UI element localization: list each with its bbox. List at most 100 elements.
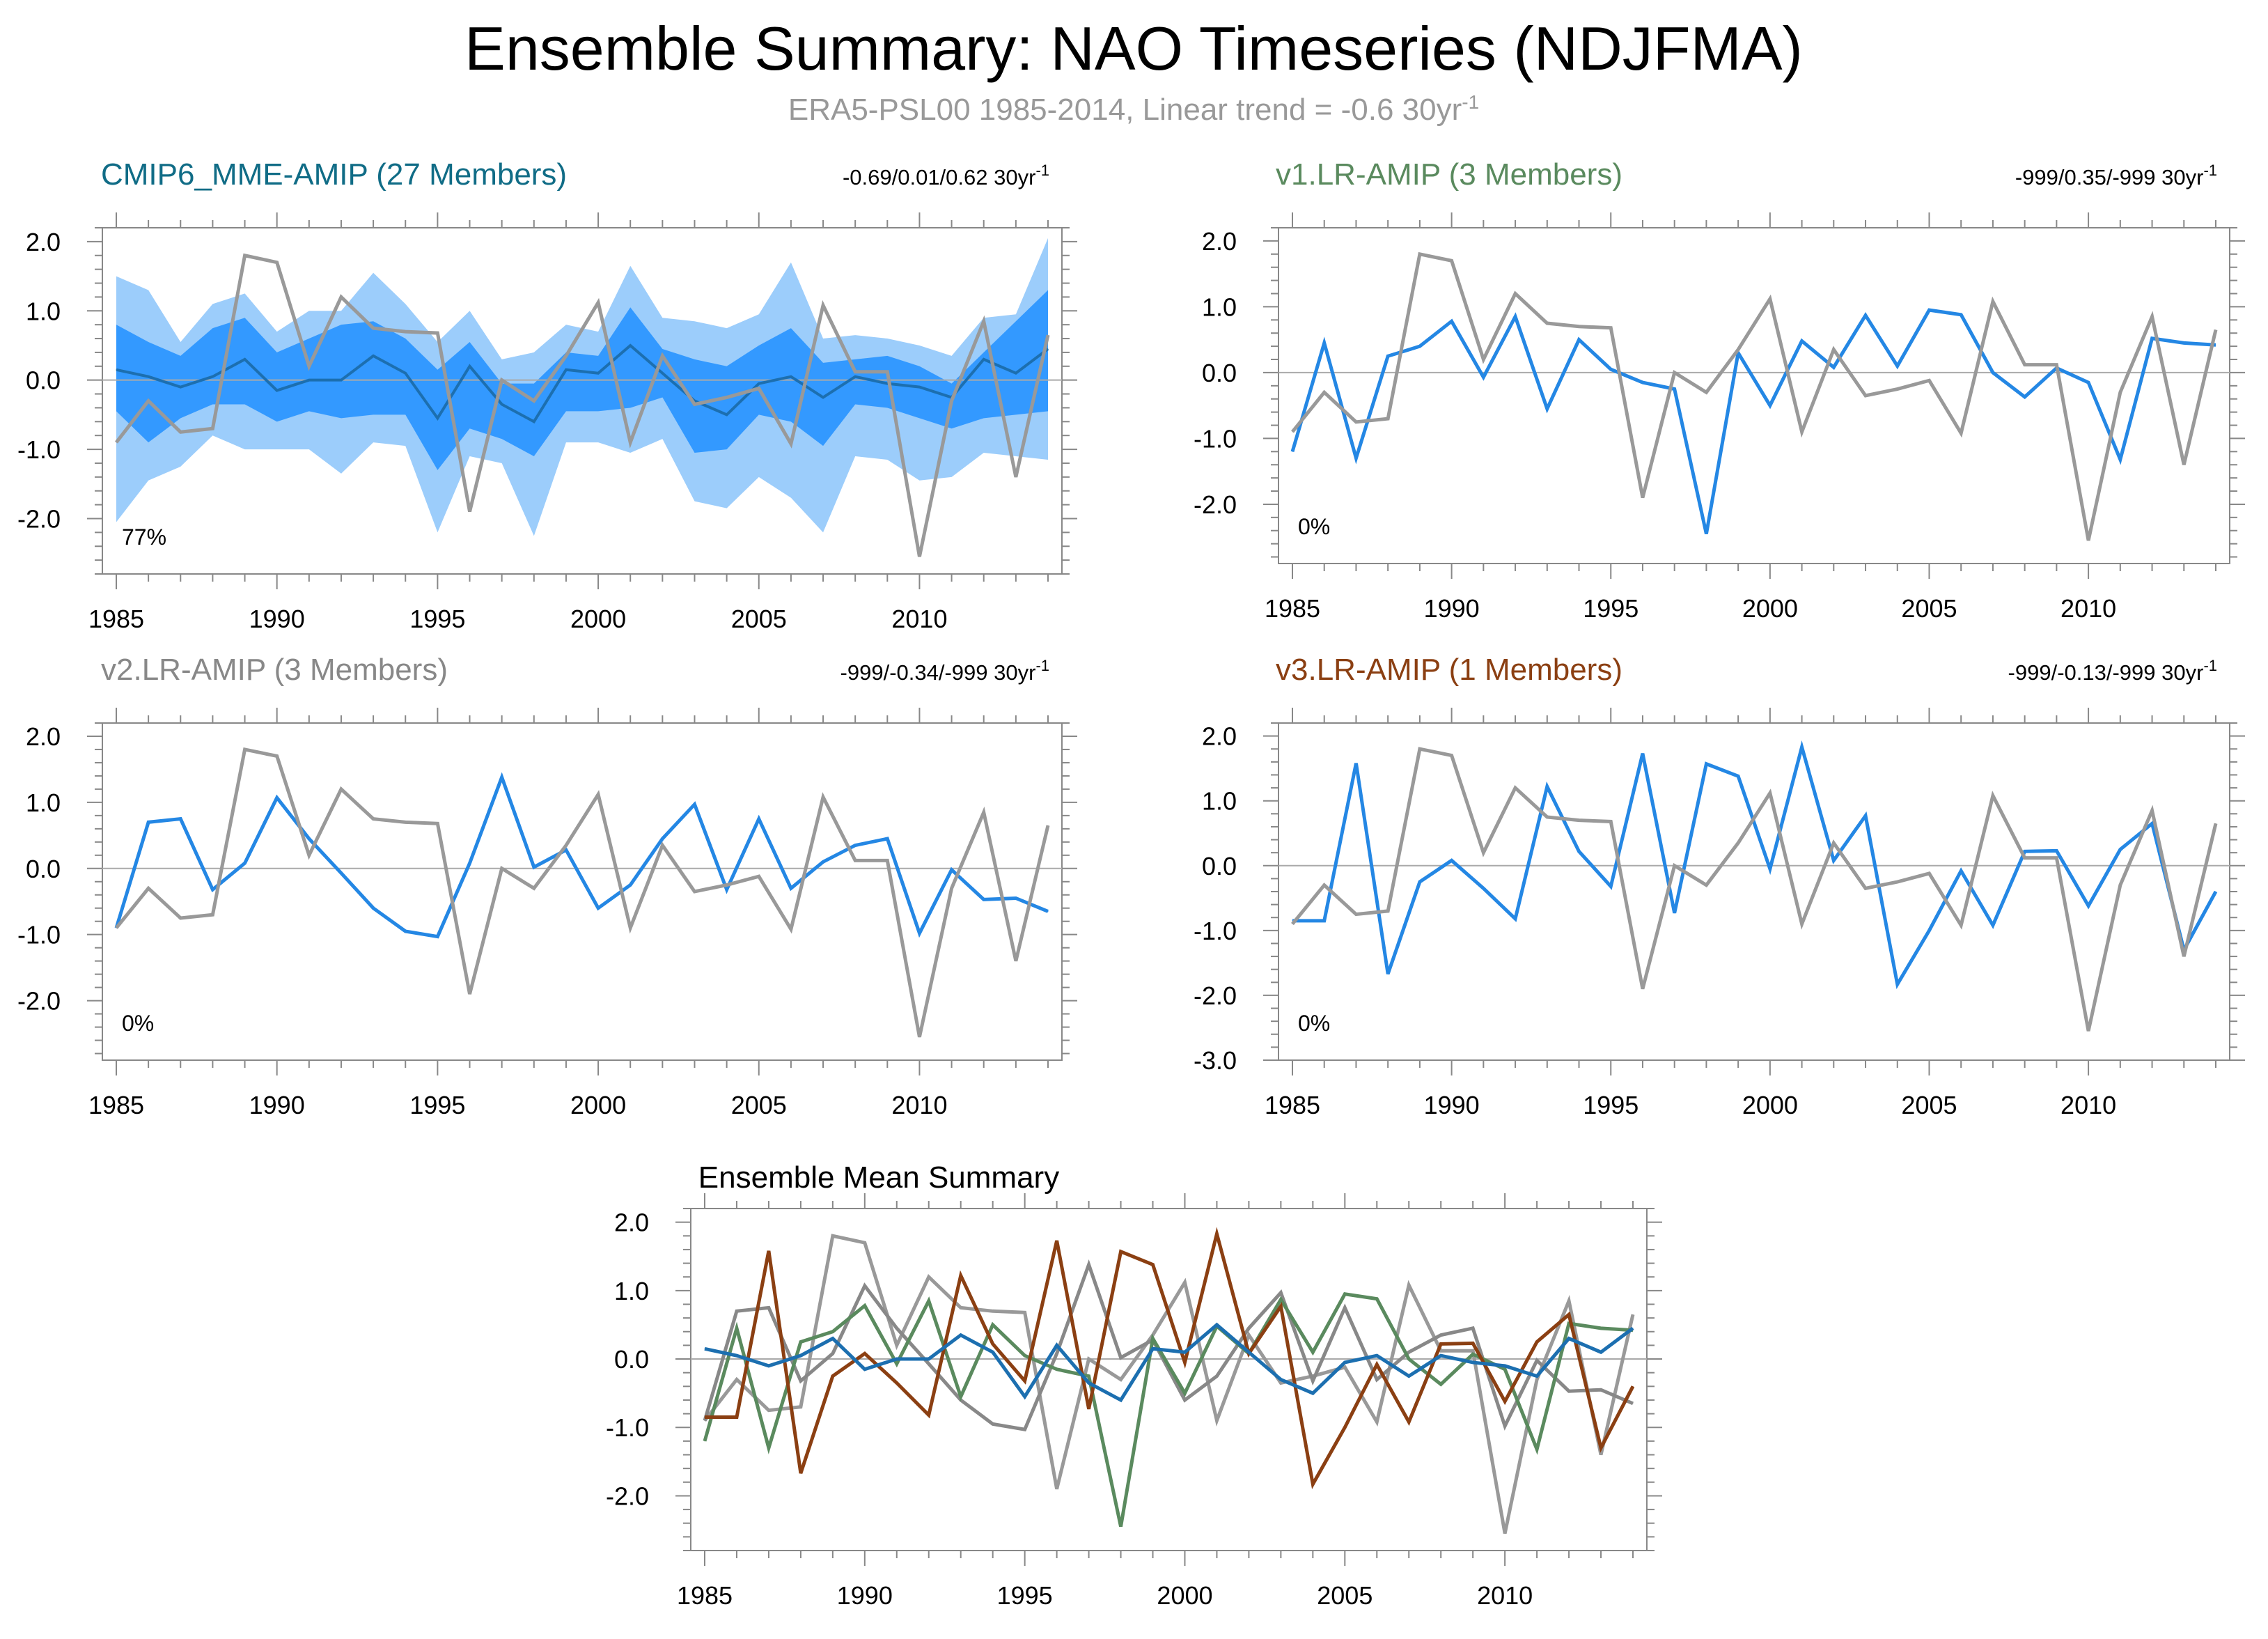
series-v2 xyxy=(703,1259,1634,1431)
trend-stats-exponent: -1 xyxy=(2203,657,2217,674)
data-point xyxy=(896,1358,898,1360)
x-tick-label: 1985 xyxy=(1265,594,1320,623)
data-point xyxy=(405,821,406,823)
data-point xyxy=(662,845,663,846)
data-point xyxy=(437,417,438,419)
data-point xyxy=(864,1285,866,1287)
y-tick-label: -3.0 xyxy=(1194,1046,1237,1075)
trend-stats-text: -0.69/0.01/0.62 30yr xyxy=(843,165,1035,189)
panel-percent: 0% xyxy=(1298,1011,1330,1036)
data-point xyxy=(629,442,631,443)
data-point xyxy=(726,414,728,415)
data-point xyxy=(768,1447,769,1449)
series-obs xyxy=(1291,747,2218,1032)
x-tick-label: 2000 xyxy=(1742,594,1798,623)
x-tick-label: 1990 xyxy=(1424,1091,1480,1119)
data-point xyxy=(1184,1351,1185,1353)
data-point xyxy=(896,1344,898,1346)
data-point xyxy=(501,868,503,869)
data-point xyxy=(469,862,471,864)
panel-percent: 0% xyxy=(122,1011,154,1036)
y-tick-label: 0.0 xyxy=(614,1345,649,1374)
data-point xyxy=(1600,1454,1602,1456)
plot-frame xyxy=(1278,722,2230,1061)
data-point xyxy=(768,1365,769,1367)
data-point xyxy=(928,1358,930,1360)
data-point xyxy=(1088,1264,1090,1266)
y-tick-label: -1.0 xyxy=(1194,917,1237,945)
data-point xyxy=(1184,1399,1185,1401)
data-point xyxy=(832,1331,834,1333)
plot-frame xyxy=(690,1208,1648,1551)
data-point xyxy=(854,845,856,846)
data-point xyxy=(992,1324,994,1326)
trend-stats-exponent: -1 xyxy=(2203,162,2217,179)
data-point xyxy=(1483,377,1484,378)
data-point xyxy=(960,1307,962,1308)
data-point xyxy=(116,369,117,371)
x-tick-label: 2005 xyxy=(1901,1091,1957,1119)
series-line-v3 xyxy=(705,1227,1635,1490)
data-point xyxy=(1024,1429,1026,1430)
data-point xyxy=(1024,1312,1026,1313)
panel-trend-stats: -999/0.35/-999 30yr-1 xyxy=(2015,162,2217,189)
y-tick-label: 2.0 xyxy=(1202,722,1237,751)
data-point xyxy=(1056,1353,1058,1354)
y-tick-label: 0.0 xyxy=(26,855,61,883)
x-tick-label: 1985 xyxy=(677,1581,733,1610)
data-point xyxy=(694,804,695,805)
data-point xyxy=(469,511,471,513)
x-tick-label: 1995 xyxy=(1583,594,1639,623)
series-line-obs xyxy=(1291,251,2218,541)
data-point xyxy=(2088,1030,2089,1032)
data-point xyxy=(2024,857,2026,859)
series-v1 xyxy=(703,1292,1634,1528)
series-line-member xyxy=(1292,740,2218,990)
data-point xyxy=(373,818,374,820)
data-point xyxy=(992,1310,994,1312)
panel-title: CMIP6_MME-AMIP (27 Members) xyxy=(101,157,567,192)
figure-title: Ensemble Summary: NAO Timeseries (NDJFMA… xyxy=(464,14,1803,83)
data-point xyxy=(928,1300,930,1302)
data-point xyxy=(886,371,888,373)
x-tick-label: 1990 xyxy=(249,1091,305,1119)
data-point xyxy=(276,262,278,263)
series-obs xyxy=(1291,251,2218,541)
trend-stats-exponent: -1 xyxy=(1035,162,1049,179)
series-line-mme_mean xyxy=(116,343,1049,424)
data-point xyxy=(1504,1532,1506,1534)
data-point xyxy=(1419,881,1421,883)
series-obs xyxy=(115,253,1050,557)
y-tick-label: -2.0 xyxy=(17,987,61,1016)
series-mme_mean xyxy=(116,343,1049,424)
data-point xyxy=(800,1406,801,1408)
data-point xyxy=(2024,850,2026,852)
data-point xyxy=(983,899,985,900)
data-point xyxy=(1928,309,1930,311)
data-point xyxy=(1992,372,1994,373)
y-tick-label: 1.0 xyxy=(26,297,61,325)
series-member xyxy=(114,772,1049,939)
series-member xyxy=(1290,308,2216,535)
series-line-mme_mean xyxy=(704,1322,1634,1403)
data-point xyxy=(116,927,117,929)
data-point xyxy=(565,845,567,846)
data-point xyxy=(864,1305,866,1306)
panel-title: v2.LR-AMIP (3 Members) xyxy=(101,653,448,687)
x-tick-label: 2005 xyxy=(1317,1581,1372,1610)
data-point xyxy=(736,1379,737,1380)
data-point xyxy=(790,929,792,930)
x-tick-label: 2005 xyxy=(1901,594,1957,623)
data-point xyxy=(180,818,181,820)
data-point xyxy=(2088,382,2089,383)
data-point xyxy=(1568,1300,1570,1302)
y-tick-label: -1.0 xyxy=(606,1413,649,1442)
series-line-v2 xyxy=(703,1259,1634,1431)
data-point xyxy=(1992,924,1994,926)
data-point xyxy=(1642,382,1643,383)
data-point xyxy=(832,1353,834,1354)
x-tick-label: 1995 xyxy=(997,1581,1053,1610)
x-tick-label: 1995 xyxy=(409,1091,465,1119)
figure-subtitle-text: ERA5-PSL00 1985-2014, Linear trend = -0.… xyxy=(788,93,1462,127)
